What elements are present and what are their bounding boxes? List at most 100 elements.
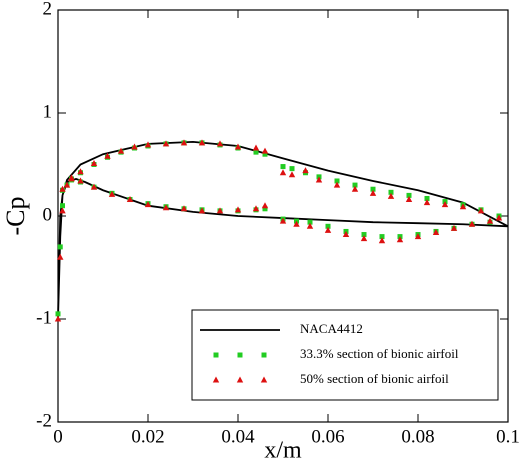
point (77, 168, 84, 175)
point (261, 202, 269, 209)
point (387, 192, 395, 199)
point (477, 207, 485, 214)
y-tick-label: -1 (36, 307, 52, 328)
point (57, 253, 64, 260)
point (388, 189, 394, 195)
point (252, 205, 260, 212)
point (486, 217, 494, 224)
point (288, 171, 296, 178)
point (370, 186, 376, 192)
point (261, 147, 269, 154)
point (306, 222, 314, 229)
point (424, 195, 430, 201)
point (90, 183, 98, 190)
point (126, 196, 134, 203)
point (60, 203, 65, 209)
point (144, 141, 152, 148)
point (459, 203, 467, 210)
point (162, 140, 170, 147)
point (379, 234, 385, 240)
point (289, 166, 295, 172)
point (293, 220, 300, 227)
point (216, 207, 224, 214)
point (279, 217, 287, 224)
y-tick-label: 1 (43, 101, 53, 122)
x-tick-label: 0 (53, 426, 63, 447)
point (405, 196, 413, 203)
point (450, 224, 458, 231)
point (307, 219, 313, 225)
point (131, 143, 138, 150)
point (234, 143, 242, 150)
point (302, 167, 309, 174)
point (144, 201, 152, 208)
legend-swatch (236, 376, 244, 383)
y-tick-label: -2 (36, 410, 52, 431)
point (55, 311, 61, 317)
point (198, 207, 206, 214)
point (104, 152, 111, 159)
point (216, 140, 224, 147)
point (108, 190, 116, 197)
legend-box (191, 309, 499, 401)
legend-swatch (261, 352, 267, 358)
point (324, 226, 332, 233)
x-axis-label: x/m (264, 438, 302, 464)
point (90, 159, 98, 166)
legend-swatch (237, 352, 243, 358)
point (334, 178, 340, 184)
point (68, 175, 75, 182)
point (54, 315, 62, 322)
point (342, 231, 350, 238)
legend-label: 50% section of bionic airfoil (300, 371, 449, 386)
point (279, 169, 287, 176)
point (180, 139, 188, 146)
x-tick-label: 0.1 (496, 426, 520, 447)
point (57, 244, 63, 250)
point (253, 149, 259, 155)
point (63, 181, 71, 188)
legend-label: NACA4412 (300, 321, 363, 336)
y-tick-label: 0 (43, 204, 53, 225)
x-tick-label: 0.02 (131, 426, 164, 447)
point (414, 233, 422, 240)
point (351, 185, 359, 192)
point (495, 214, 503, 221)
point (361, 232, 367, 238)
point (325, 223, 331, 229)
point (406, 192, 412, 198)
y-axis-label: -Cp (1, 197, 30, 236)
point (378, 237, 386, 244)
point (333, 181, 341, 188)
x-tick-label: 0.06 (311, 426, 344, 447)
point (396, 236, 404, 243)
legend-swatch (260, 376, 268, 383)
point (59, 207, 66, 214)
point (352, 182, 358, 188)
point (262, 206, 268, 212)
point (252, 144, 260, 151)
y-tick-label: 2 (43, 0, 53, 19)
point (234, 206, 242, 213)
point (180, 205, 188, 212)
point (369, 189, 377, 196)
point (59, 185, 66, 192)
x-tick-label: 0.08 (401, 426, 434, 447)
point (280, 164, 286, 170)
point (117, 147, 125, 154)
point (441, 201, 449, 208)
x-tick-label: 0.04 (221, 426, 255, 447)
point (262, 151, 268, 157)
point (162, 204, 170, 211)
point (360, 235, 368, 242)
point (468, 220, 476, 227)
legend-swatch (212, 376, 220, 383)
point (423, 199, 431, 206)
legend-label: 33.3% section of bionic airfoil (300, 346, 459, 361)
point (432, 228, 440, 235)
point (77, 177, 84, 184)
point (198, 139, 206, 146)
point (315, 176, 323, 183)
legend-swatch (213, 352, 219, 358)
